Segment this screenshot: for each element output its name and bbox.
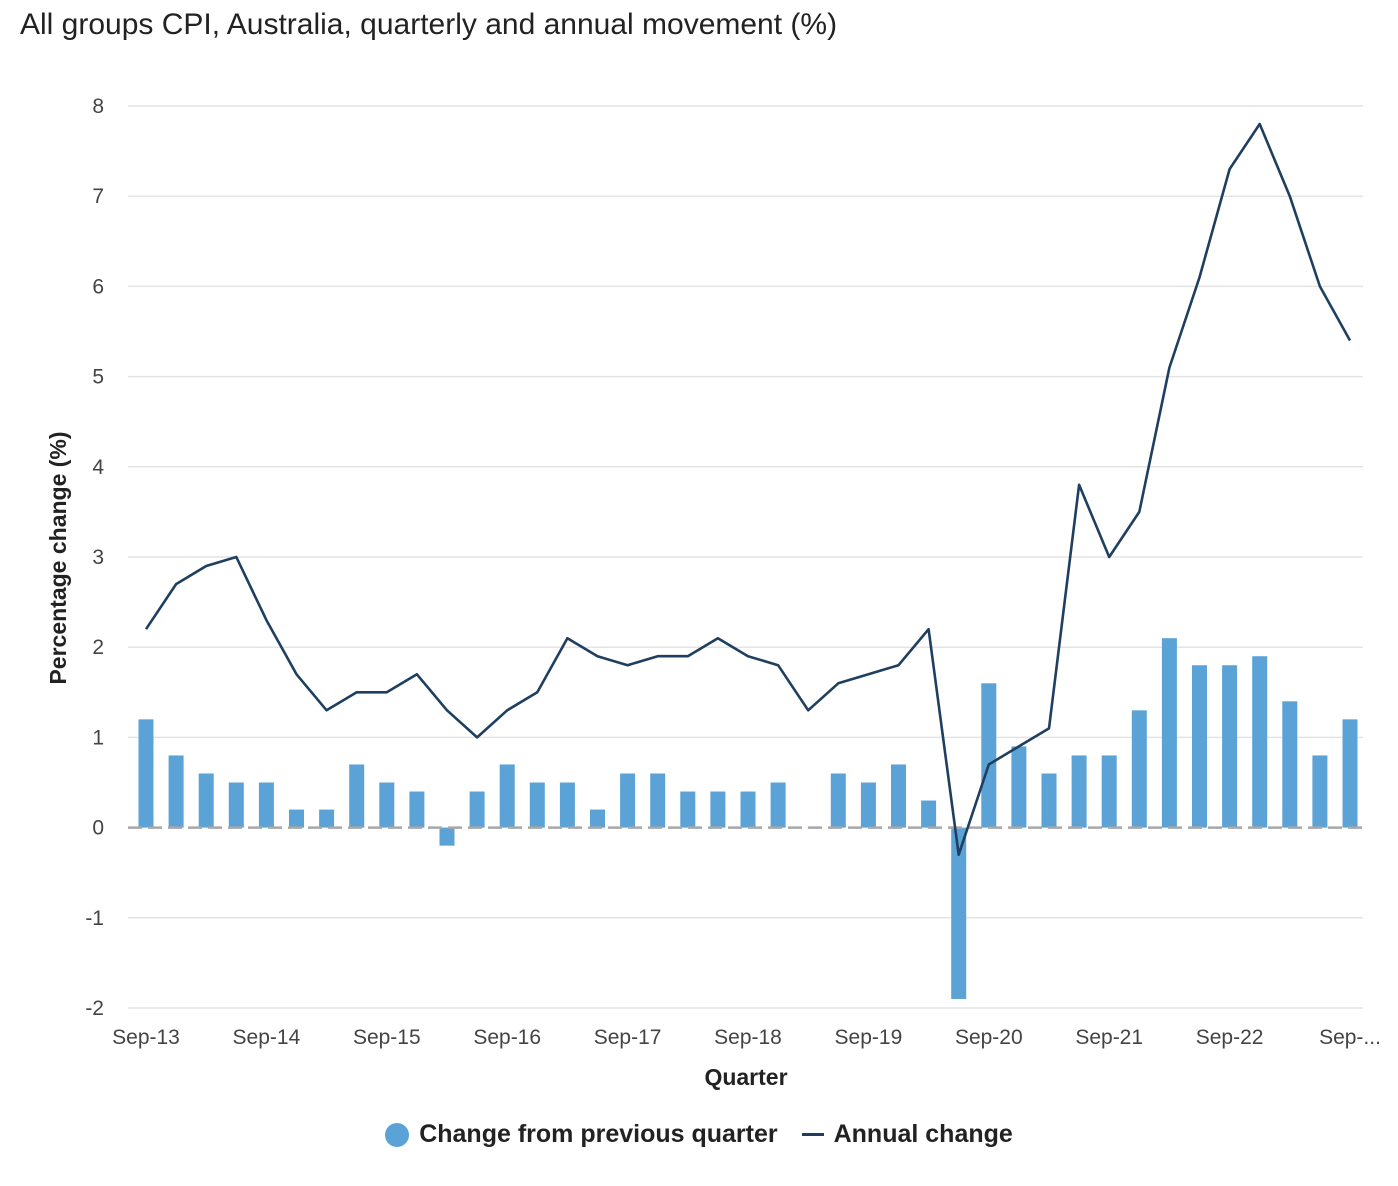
y-tick-label: 7 <box>92 185 104 208</box>
x-tick-label: Sep-20 <box>955 1026 1023 1049</box>
bar <box>1131 710 1147 828</box>
bar <box>740 791 756 828</box>
y-tick-label: 3 <box>92 546 104 569</box>
bar <box>529 782 545 828</box>
bar <box>1161 638 1177 828</box>
legend-label-annual: Annual change <box>833 1120 1013 1148</box>
y-tick-label: -2 <box>85 997 104 1020</box>
bar <box>620 773 636 828</box>
bar <box>258 782 274 828</box>
x-tick-label: Sep-15 <box>353 1026 421 1049</box>
bar <box>1342 719 1358 828</box>
bar <box>559 782 575 828</box>
legend-dot-icon <box>385 1122 410 1147</box>
bar <box>1252 656 1268 828</box>
y-tick-label: 4 <box>92 456 104 479</box>
bar <box>499 764 515 828</box>
bar <box>921 800 937 828</box>
bar <box>1222 665 1238 828</box>
legend-item-quarterly[interactable]: Change from previous quarter <box>385 1120 778 1149</box>
y-tick-label: -1 <box>85 907 104 930</box>
bar <box>349 764 365 828</box>
bar <box>469 791 485 828</box>
y-tick-label: 0 <box>92 817 104 840</box>
x-tick-label: Sep-17 <box>594 1026 662 1049</box>
x-tick-label: Sep-14 <box>233 1026 301 1049</box>
bar <box>1071 755 1087 828</box>
bar <box>289 809 304 828</box>
x-axis-label: Quarter <box>704 1064 787 1090</box>
bar <box>379 782 395 828</box>
bar <box>198 773 214 828</box>
bar <box>891 764 906 828</box>
x-tick-label: Sep-22 <box>1196 1026 1264 1049</box>
bar <box>228 782 244 828</box>
bar <box>1312 755 1328 828</box>
bar <box>1282 701 1298 828</box>
x-tick-label: Sep-13 <box>112 1026 180 1049</box>
bar <box>860 782 876 828</box>
bar <box>168 755 184 828</box>
bar <box>439 827 455 846</box>
annual-line-path <box>144 122 1352 857</box>
bar <box>770 782 786 828</box>
y-axis-ticks: -2 -1 0 1 2 3 4 5 6 7 8 <box>85 95 104 1020</box>
bar <box>830 773 846 828</box>
chart-title: All groups CPI, Australia, quarterly and… <box>20 8 838 41</box>
bar <box>590 809 605 828</box>
bar <box>1101 755 1117 828</box>
bar <box>319 809 335 828</box>
x-tick-label: Sep-18 <box>714 1026 782 1049</box>
bar <box>951 827 967 999</box>
legend-item-annual[interactable]: Annual change <box>801 1120 1013 1149</box>
legend-label-quarterly: Change from previous quarter <box>419 1120 778 1148</box>
x-tick-label: Sep-19 <box>835 1026 903 1049</box>
bar <box>1041 773 1057 828</box>
x-tick-label: Sep-16 <box>473 1026 541 1049</box>
x-tick-label: Sep-21 <box>1075 1026 1143 1049</box>
annual-change-line <box>144 122 1352 857</box>
bar <box>710 791 726 828</box>
bar <box>138 719 154 828</box>
legend: Change from previous quarter Annual chan… <box>0 1120 1398 1149</box>
quarterly-change-bars <box>138 638 1358 999</box>
y-tick-label: 1 <box>92 726 104 749</box>
bar <box>409 791 425 828</box>
y-axis-label: Percentage change (%) <box>45 431 71 684</box>
bar <box>1011 746 1027 828</box>
y-tick-label: 6 <box>92 275 104 298</box>
grid-lines <box>128 105 1363 1009</box>
bar <box>1192 665 1207 828</box>
y-tick-label: 8 <box>92 95 104 118</box>
y-tick-label: 2 <box>92 636 104 659</box>
legend-line-icon <box>801 1133 824 1136</box>
bar <box>981 683 997 828</box>
y-tick-label: 5 <box>92 366 104 389</box>
bar <box>650 773 666 828</box>
x-tick-label: Sep-... <box>1319 1026 1381 1049</box>
bar <box>680 791 696 828</box>
x-axis-ticks: Sep-13 Sep-14 Sep-15 Sep-16 Sep-17 Sep-18 Sep-… <box>112 1026 1381 1049</box>
